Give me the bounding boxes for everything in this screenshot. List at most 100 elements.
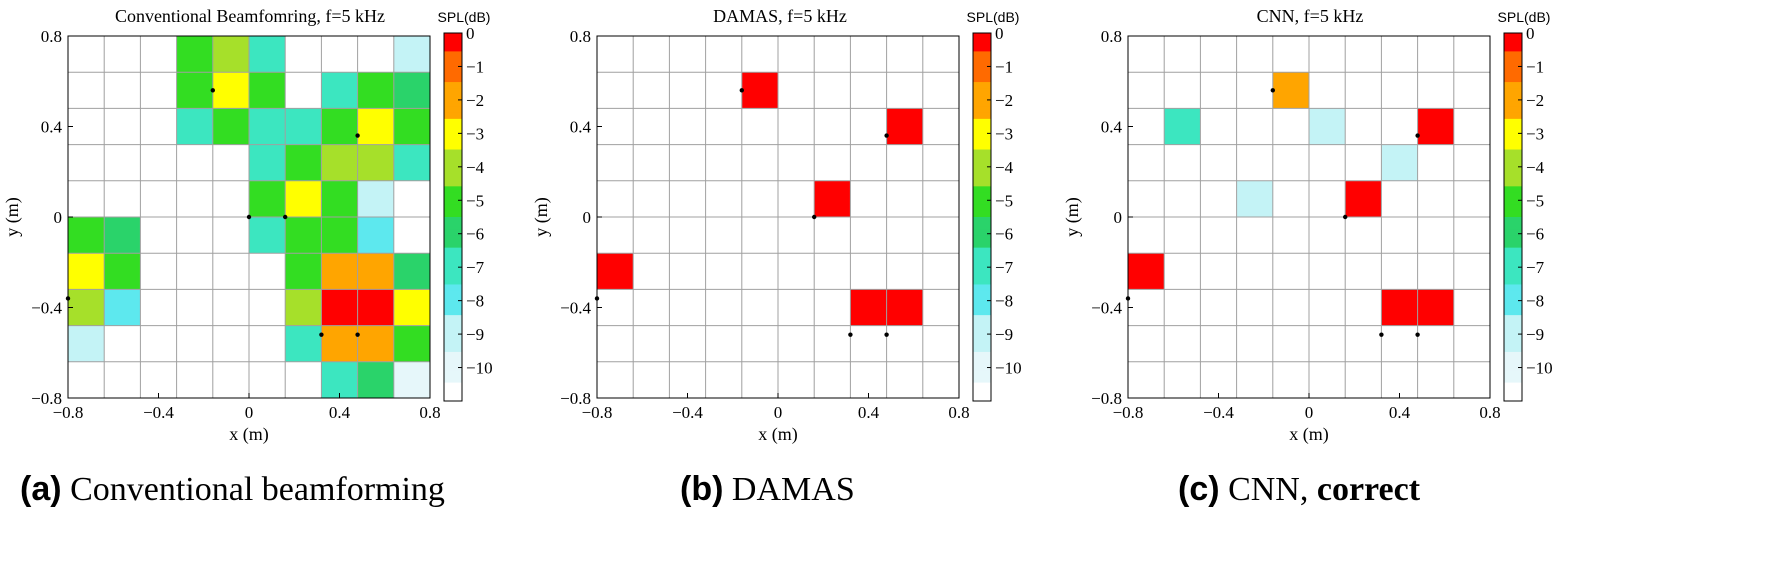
caption-tag: (c) bbox=[1178, 470, 1220, 508]
colorbar-segment bbox=[1504, 57, 1522, 65]
colorbar-segment bbox=[444, 321, 462, 328]
x-tick-label: −0.8 bbox=[582, 403, 613, 422]
colorbar-tick-label: −6 bbox=[995, 225, 1013, 244]
colorbar-segment bbox=[444, 333, 462, 341]
colorbar-segment bbox=[973, 82, 991, 89]
colorbar-segment bbox=[444, 94, 462, 102]
x-tick-label: 0 bbox=[245, 403, 254, 422]
colorbar-segment bbox=[973, 94, 991, 102]
colorbar-segment bbox=[444, 192, 462, 200]
colorbar-segment bbox=[444, 57, 462, 65]
y-tick-label: −0.4 bbox=[31, 299, 62, 318]
colorbar-segment bbox=[444, 364, 462, 371]
heatmap-cell bbox=[886, 289, 923, 326]
colorbar-segment bbox=[1504, 51, 1522, 59]
heatmap-cell bbox=[285, 253, 322, 290]
colorbar-segment bbox=[973, 167, 991, 175]
heatmap-cell bbox=[249, 144, 286, 181]
colorbar-segment bbox=[973, 253, 991, 261]
colorbar-label: SPL(dB) bbox=[967, 9, 1020, 25]
y-tick-label: −0.8 bbox=[560, 389, 591, 408]
heatmap-cell bbox=[393, 108, 430, 145]
colorbar-segment bbox=[444, 394, 462, 402]
heatmap-cell bbox=[321, 325, 358, 362]
source-marker bbox=[739, 88, 744, 93]
colorbar-segment bbox=[444, 106, 462, 114]
colorbar-segment bbox=[444, 125, 462, 132]
colorbar-segment bbox=[973, 327, 991, 335]
heatmap-cell bbox=[249, 217, 286, 254]
colorbar-segment bbox=[973, 161, 991, 169]
colorbar-segment bbox=[444, 223, 462, 230]
colorbar-segment bbox=[973, 223, 991, 230]
source-marker bbox=[884, 332, 889, 337]
colorbar-segment bbox=[1504, 345, 1522, 353]
colorbar-segment bbox=[973, 125, 991, 132]
heatmap-cell bbox=[285, 144, 322, 181]
colorbar-segment bbox=[1504, 302, 1522, 310]
colorbar-segment bbox=[444, 315, 462, 322]
colorbar-label: SPL(dB) bbox=[1498, 9, 1551, 25]
colorbar-segment bbox=[1504, 69, 1522, 77]
heatmap-cell bbox=[393, 289, 430, 326]
heatmap-cell bbox=[357, 217, 394, 254]
y-tick-label: −0.4 bbox=[1091, 299, 1122, 318]
colorbar-segment bbox=[973, 33, 991, 40]
source-marker bbox=[1343, 214, 1348, 220]
y-axis-label: y (m) bbox=[2, 197, 23, 237]
y-tick-label: 0.4 bbox=[1101, 118, 1123, 137]
colorbar-segment bbox=[444, 210, 462, 218]
colorbar-segment bbox=[973, 394, 991, 402]
colorbar-segment bbox=[973, 339, 991, 347]
y-tick-label: 0.8 bbox=[41, 27, 62, 46]
colorbar-segment bbox=[444, 376, 462, 384]
y-tick-label: 0.4 bbox=[570, 118, 592, 137]
colorbar-segment bbox=[1504, 253, 1522, 261]
colorbar-segment bbox=[1504, 217, 1522, 224]
colorbar-segment bbox=[444, 45, 462, 52]
colorbar-segment bbox=[1504, 333, 1522, 341]
colorbar-segment bbox=[444, 370, 462, 378]
heatmap-cell bbox=[249, 108, 286, 145]
heatmap-cell bbox=[1417, 108, 1454, 145]
heatmap-cell bbox=[104, 217, 141, 254]
colorbar-segment bbox=[973, 143, 991, 151]
colorbar-segment bbox=[444, 204, 462, 212]
colorbar-segment bbox=[973, 296, 991, 304]
colorbar-segment bbox=[444, 241, 462, 249]
colorbar-segment bbox=[444, 167, 462, 175]
colorbar-segment bbox=[973, 284, 991, 292]
heatmap-cell bbox=[1309, 108, 1346, 145]
colorbar-segment bbox=[973, 235, 991, 243]
colorbar-segment bbox=[1504, 235, 1522, 243]
heatmap-cell bbox=[249, 72, 286, 109]
source-marker bbox=[319, 332, 324, 337]
colorbar-segment bbox=[444, 217, 462, 224]
heatmap-cell bbox=[814, 180, 851, 217]
heatmap-cell bbox=[321, 144, 358, 181]
heatmap-cell bbox=[176, 108, 213, 145]
source-marker bbox=[246, 214, 252, 220]
colorbar-segment bbox=[1504, 198, 1522, 206]
colorbar-segment bbox=[1504, 210, 1522, 218]
heatmap-cell bbox=[1128, 253, 1165, 290]
colorbar-segment bbox=[973, 69, 991, 77]
heatmap-cell bbox=[393, 72, 430, 109]
colorbar-tick-label: 0 bbox=[466, 24, 475, 43]
colorbar-segment bbox=[973, 388, 991, 396]
heatmap-cell bbox=[357, 289, 394, 326]
heatmap-cell bbox=[1272, 72, 1309, 109]
colorbar-segment bbox=[973, 45, 991, 52]
colorbar-segment bbox=[973, 51, 991, 59]
colorbar-segment bbox=[444, 351, 462, 359]
colorbar-segment bbox=[973, 321, 991, 328]
heatmap-cell bbox=[741, 72, 778, 109]
heatmap-cell bbox=[393, 325, 430, 362]
y-axis-label: y (m) bbox=[1062, 197, 1083, 237]
heatmap-cell bbox=[68, 217, 105, 254]
caption-c: (c) CNN, correct bbox=[1178, 470, 1420, 509]
colorbar-tick-label: −6 bbox=[1526, 225, 1544, 244]
colorbar-segment bbox=[1504, 241, 1522, 249]
